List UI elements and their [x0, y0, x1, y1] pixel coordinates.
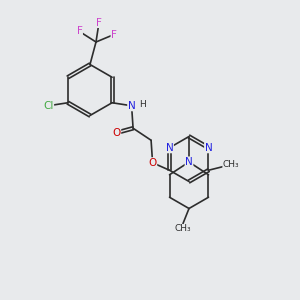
Text: F: F — [111, 29, 117, 40]
Text: N: N — [166, 143, 173, 153]
Text: N: N — [205, 143, 212, 153]
Text: CH₃: CH₃ — [175, 224, 191, 233]
Text: H: H — [140, 100, 146, 110]
Text: F: F — [96, 17, 102, 28]
Text: CH₃: CH₃ — [223, 160, 239, 169]
Text: N: N — [128, 101, 136, 111]
Text: O: O — [148, 158, 157, 168]
Text: N: N — [185, 157, 193, 167]
Text: Cl: Cl — [43, 101, 54, 111]
Text: O: O — [112, 128, 121, 138]
Text: F: F — [76, 26, 82, 37]
